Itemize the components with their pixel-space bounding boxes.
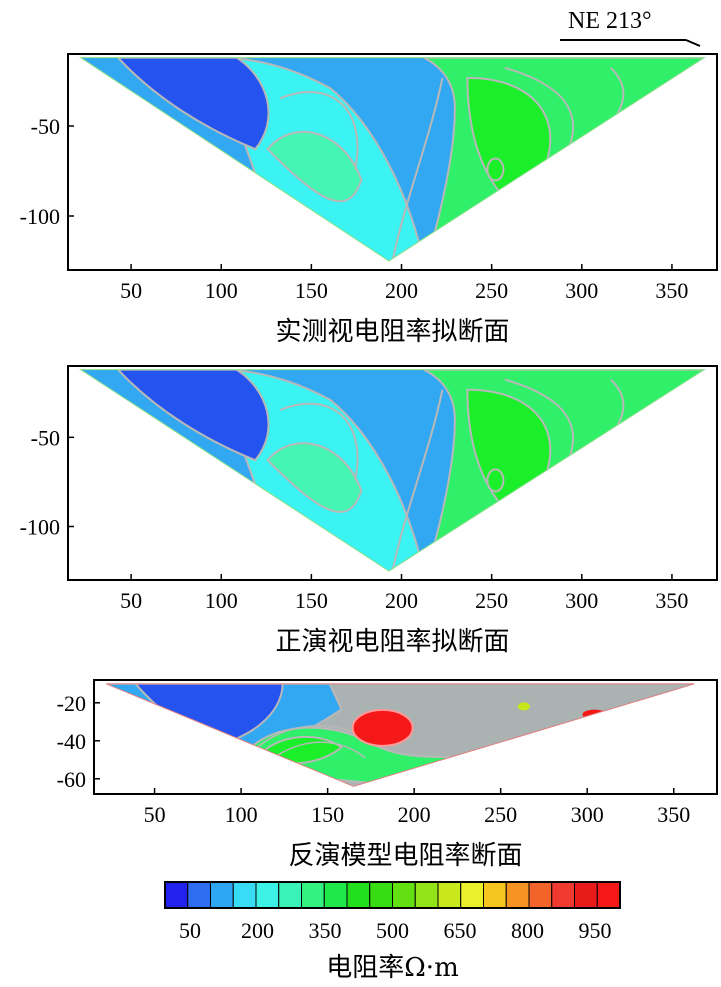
colorbar-tick-label: 500	[376, 918, 409, 943]
colorbar-swatch	[551, 881, 575, 909]
x-tick-label: 350	[657, 802, 690, 827]
plot-frame	[67, 365, 718, 581]
colorbar-tick-label: 50	[179, 918, 201, 943]
colorbar-swatch	[437, 881, 462, 909]
zone-deep-blue	[115, 369, 270, 462]
zone-green	[421, 57, 705, 261]
x-tick-label: 50	[120, 588, 142, 613]
x-tick-label: 300	[565, 588, 598, 613]
resistivity-section	[106, 683, 695, 787]
zone-aqua	[266, 442, 363, 513]
zone-aqua	[266, 130, 363, 203]
colorbar-tick-label: 950	[579, 918, 612, 943]
anomaly-yellow	[517, 702, 530, 711]
resistivity-section	[80, 369, 705, 572]
colorbar-label: 电阻率Ω·m	[326, 953, 458, 983]
direction-label: NE 213°	[568, 8, 652, 34]
contour-closure	[486, 468, 505, 493]
panel-inversion-section: 50 100 150 200 250 300 350 -20 -40 -60 反演模型电阻率断面	[57, 679, 718, 871]
contour-closure	[486, 157, 505, 182]
colorbar-swatch	[414, 881, 439, 909]
x-tick-label: 100	[225, 802, 258, 827]
zone-cyan	[468, 752, 503, 775]
section-outline	[105, 683, 695, 787]
panel-forward-pseudosection: 50 100 150 200 250 300 350 -50 -100 正演视电阻率拟断面	[20, 365, 718, 657]
colorbar-swatch	[505, 881, 530, 909]
x-tick-label: 350	[655, 278, 688, 303]
colorbar-swatch	[392, 881, 416, 909]
colorbar-swatch	[323, 881, 348, 909]
panel-measured-pseudosection: 50 100 150 200 250 300 350 -50 -100 实测视电阻率拟断面	[20, 53, 718, 347]
y-tick-label: -100	[20, 204, 60, 229]
x-tick-label: 350	[655, 588, 688, 613]
x-tick-label: 50	[144, 802, 166, 827]
colorbar-swatch	[346, 881, 371, 909]
resistivity-section	[80, 57, 705, 261]
x-tick-label: 50	[120, 278, 142, 303]
colorbar-swatch	[369, 881, 393, 909]
x-tick-label: 150	[311, 802, 344, 827]
y-tick-label: -50	[31, 425, 60, 450]
x-tick-label: 250	[484, 802, 517, 827]
colorbar-tick-label: 350	[309, 918, 342, 943]
contour-lines	[279, 378, 625, 572]
y-tick-label: -60	[57, 767, 86, 792]
y-tick-label: -20	[57, 691, 86, 716]
x-tick-label: 100	[205, 588, 238, 613]
colorbar-swatch	[255, 881, 280, 909]
colorbar-swatch	[164, 881, 189, 909]
colorbar-swatch	[278, 881, 302, 909]
colorbar-swatch	[187, 881, 211, 909]
colorbar-swatch	[460, 881, 484, 909]
zone-green	[421, 369, 705, 572]
x-tick-label: 150	[295, 588, 328, 613]
x-tick-label: 200	[398, 802, 431, 827]
colorbar-tick-label: 800	[511, 918, 544, 943]
y-tick-label: -50	[31, 114, 60, 139]
direction-arrow-icon	[685, 39, 701, 47]
panel-caption: 反演模型电阻率断面	[288, 841, 522, 871]
x-tick-label: 300	[565, 278, 598, 303]
y-tick-label: -40	[57, 729, 86, 754]
colorbar-swatch	[210, 881, 234, 909]
colorbar: 50 200 350 500 650 800 950 电阻率Ω·m	[164, 881, 621, 983]
plot-frame	[67, 53, 718, 271]
x-tick-label: 250	[475, 588, 508, 613]
colorbar-tick-label: 200	[241, 918, 274, 943]
colorbar-frame	[164, 881, 621, 909]
colorbar-swatch	[232, 881, 257, 909]
colorbar-tick-label: 650	[444, 918, 477, 943]
plot-frame	[93, 679, 718, 795]
anomaly-high-resistivity	[351, 708, 414, 747]
y-tick-label: -100	[20, 515, 60, 540]
section-outline	[78, 57, 707, 262]
x-tick-label: 200	[385, 588, 418, 613]
colorbar-swatch	[596, 881, 621, 909]
panel-caption: 正演视电阻率拟断面	[275, 627, 509, 657]
colorbar-swatch	[483, 881, 507, 909]
colorbar-swatch	[301, 881, 325, 909]
x-tick-label: 150	[295, 278, 328, 303]
contour-lines	[279, 66, 625, 261]
zone-deep-blue	[115, 57, 270, 151]
x-tick-label: 250	[475, 278, 508, 303]
x-tick-label: 100	[205, 278, 238, 303]
colorbar-swatch	[528, 881, 553, 909]
panel-caption: 实测视电阻率拟断面	[275, 317, 509, 347]
section-outline	[78, 369, 707, 572]
x-tick-label: 300	[571, 802, 604, 827]
x-tick-label: 200	[385, 278, 418, 303]
colorbar-swatch	[574, 881, 598, 909]
